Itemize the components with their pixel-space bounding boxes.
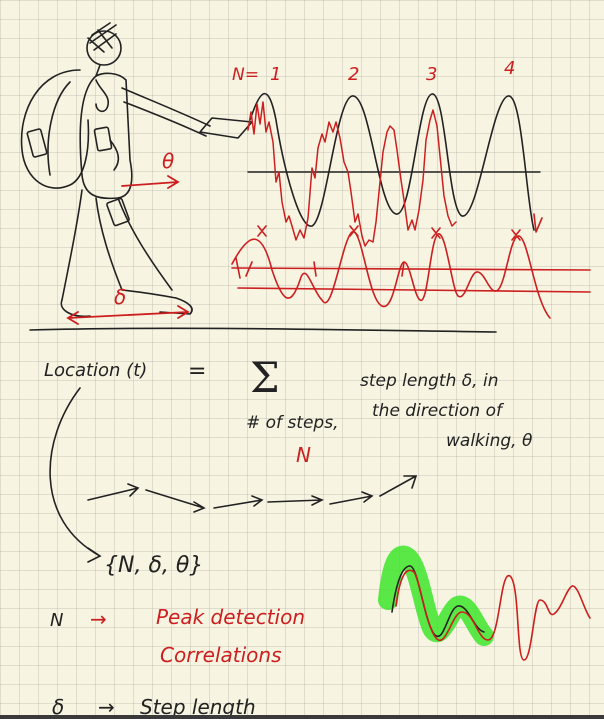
note-delta-arrow: → bbox=[98, 695, 115, 719]
delta-label: δ bbox=[114, 285, 126, 309]
delta-arrow-icon bbox=[66, 305, 190, 325]
step-vector-icon-1 bbox=[87, 483, 140, 501]
note-peak-detection: Peak detection bbox=[156, 605, 305, 629]
step-vector-icon-2 bbox=[145, 489, 206, 513]
step-label-2: 2 bbox=[348, 64, 359, 85]
step-length-description-1: step length δ, in bbox=[360, 371, 498, 391]
correlation-waveform bbox=[378, 545, 591, 661]
curved-arrow-icon bbox=[49, 387, 102, 563]
location-label: Location (t) bbox=[44, 360, 147, 381]
theta-label: θ bbox=[162, 149, 174, 173]
step-count-prefix: N= bbox=[232, 65, 259, 85]
step-length-description-3: walking, θ bbox=[446, 431, 533, 451]
state-tuple: {N, δ, θ} bbox=[104, 553, 203, 578]
step-label-1: 1 bbox=[270, 64, 281, 85]
sum-symbol: Σ bbox=[250, 353, 280, 402]
step-length-description-2: the direction of bbox=[372, 401, 505, 421]
step-vector-icon-4 bbox=[267, 495, 324, 506]
walking-person-icon bbox=[20, 22, 497, 333]
sum-subscript-n: N bbox=[296, 443, 311, 467]
step-vector-icon-5 bbox=[329, 491, 374, 505]
step-label-3: 3 bbox=[426, 64, 437, 85]
note-n-arrow: → bbox=[90, 607, 107, 631]
note-delta-symbol: δ bbox=[52, 695, 64, 719]
step-label-4: 4 bbox=[504, 58, 515, 79]
note-correlations: Correlations bbox=[160, 643, 282, 667]
bottom-bar bbox=[0, 715, 604, 719]
theta-arrow-icon bbox=[121, 175, 180, 189]
peak-detection-signal bbox=[231, 225, 591, 319]
step-vector-icon-3 bbox=[213, 495, 264, 509]
step-vector-icon-6 bbox=[379, 475, 418, 497]
sum-subscript-steps: # of steps, bbox=[246, 413, 338, 433]
note-n-symbol: N bbox=[50, 610, 63, 631]
accelerometer-signal bbox=[247, 92, 543, 247]
equals-sign: = bbox=[188, 359, 206, 384]
